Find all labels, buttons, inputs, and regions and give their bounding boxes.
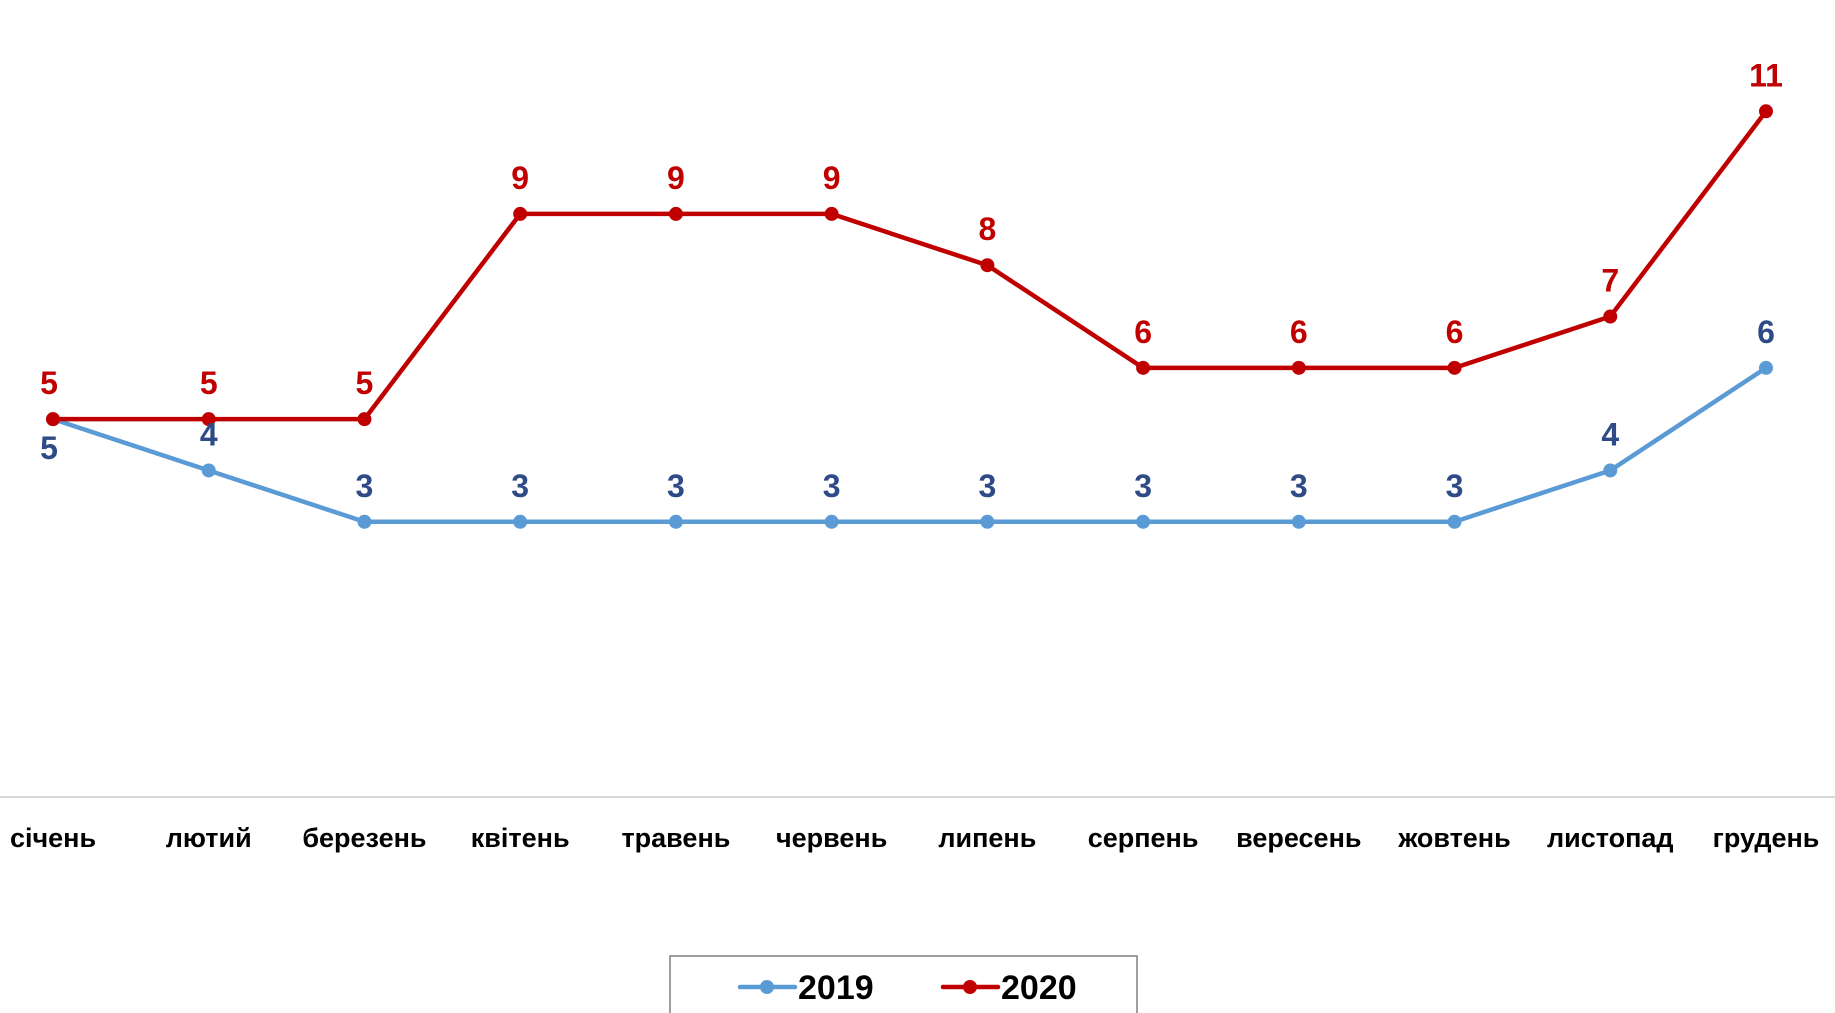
data-point-2020 bbox=[1759, 104, 1773, 119]
data-point-2019 bbox=[980, 514, 995, 529]
x-tick-label: вересень bbox=[1236, 823, 1361, 853]
data-point-2019 bbox=[513, 514, 528, 529]
data-point-2019 bbox=[1291, 514, 1306, 529]
data-label-2019: 6 bbox=[1757, 314, 1775, 350]
data-point-2020 bbox=[46, 412, 60, 427]
data-point-2020 bbox=[513, 206, 528, 221]
data-point-2019 bbox=[201, 463, 216, 478]
data-label-2019: 3 bbox=[1134, 468, 1152, 504]
data-label-2019: 3 bbox=[511, 468, 529, 504]
x-tick-label: січень bbox=[10, 823, 96, 853]
x-tick-label: серпень bbox=[1088, 823, 1199, 853]
data-point-2019 bbox=[1759, 360, 1773, 375]
x-tick-label: листопад bbox=[1547, 823, 1674, 853]
data-label-2019: 3 bbox=[823, 468, 841, 504]
series-lines bbox=[50, 109, 1769, 525]
data-point-2020 bbox=[201, 412, 216, 427]
x-tick-label: березень bbox=[302, 823, 426, 853]
x-axis-tick-labels: січень лютий березень квітень травень червень… bbox=[10, 823, 1819, 853]
data-label-2020: 6 bbox=[1290, 314, 1308, 350]
legend-swatch-marker-2020 bbox=[963, 980, 977, 994]
data-point-2019 bbox=[668, 514, 683, 529]
data-label-2020: 6 bbox=[1134, 314, 1152, 350]
data-label-2019: 3 bbox=[356, 468, 374, 504]
data-label-2020: 9 bbox=[667, 160, 685, 196]
data-point-2020 bbox=[824, 206, 839, 221]
x-tick-label: липень bbox=[938, 823, 1036, 853]
data-label-2019: 3 bbox=[978, 468, 996, 504]
data-point-2020 bbox=[1136, 360, 1151, 375]
data-point-2020 bbox=[1291, 360, 1306, 375]
data-label-2020: 5 bbox=[200, 365, 218, 401]
data-label-2020: 9 bbox=[823, 160, 841, 196]
x-tick-label: квітень bbox=[471, 823, 570, 853]
data-point-2020 bbox=[668, 206, 683, 221]
data-point-2019 bbox=[1136, 514, 1151, 529]
x-tick-label: травень bbox=[621, 823, 730, 853]
x-tick-label: грудень bbox=[1713, 823, 1820, 853]
legend-label-2020: 2020 bbox=[1001, 969, 1077, 1007]
data-point-2019 bbox=[824, 514, 839, 529]
data-point-2019 bbox=[1447, 514, 1462, 529]
data-point-2020 bbox=[1603, 309, 1618, 324]
legend-box bbox=[669, 955, 1138, 1013]
data-point-2020 bbox=[1447, 360, 1462, 375]
data-label-2020: 6 bbox=[1446, 314, 1464, 350]
data-label-2019: 4 bbox=[1601, 416, 1619, 452]
data-label-2020: 11 bbox=[1749, 57, 1783, 93]
data-label-2020: 8 bbox=[978, 211, 996, 247]
data-point-2020 bbox=[357, 412, 372, 427]
x-tick-label: червень bbox=[776, 823, 887, 853]
series-points bbox=[46, 104, 1773, 529]
series-line-2020 bbox=[50, 109, 1769, 422]
data-label-2019: 3 bbox=[667, 468, 685, 504]
legend: 2019 2020 bbox=[669, 955, 1138, 1013]
x-tick-label: жовтень bbox=[1397, 823, 1510, 853]
data-label-2019: 3 bbox=[1446, 468, 1464, 504]
data-point-2020 bbox=[980, 258, 995, 273]
data-label-2020: 9 bbox=[511, 160, 529, 196]
data-label-2020: 5 bbox=[40, 365, 58, 401]
x-tick-label: лютий bbox=[166, 823, 252, 853]
data-point-2019 bbox=[1603, 463, 1618, 478]
data-label-2020: 7 bbox=[1601, 263, 1619, 299]
data-label-2019: 5 bbox=[40, 430, 58, 466]
data-label-2019: 3 bbox=[1290, 468, 1308, 504]
series-data-labels: 5 4 3 3 3 3 3 3 3 3 4 6 5 5 5 9 9 9 8 6 6 6 7 11 bbox=[40, 57, 1783, 503]
data-point-2019 bbox=[357, 514, 372, 529]
legend-swatch-marker-2019 bbox=[760, 980, 774, 994]
data-label-2020: 5 bbox=[356, 365, 374, 401]
data-label-2019: 4 bbox=[200, 416, 218, 452]
series-line-2019 bbox=[50, 365, 1769, 525]
legend-label-2019: 2019 bbox=[798, 969, 874, 1007]
